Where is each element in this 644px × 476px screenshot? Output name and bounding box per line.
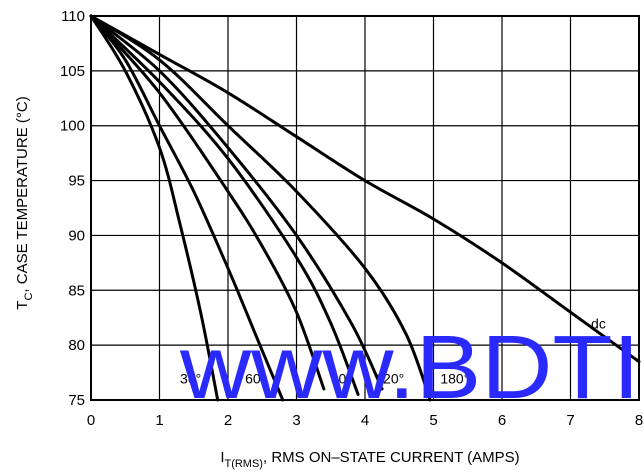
x-tick-label-5: 5 [429, 412, 437, 429]
curve-label-0: 30° [180, 371, 201, 387]
curve-label-5: dc [591, 316, 606, 332]
y-axis-label-prefix: T [14, 301, 31, 310]
series-line-5 [89, 14, 432, 402]
series-line-3 [89, 14, 360, 396]
x-axis-label-subscript: T(RMS) [224, 458, 263, 470]
series-line-0 [89, 14, 220, 402]
x-axis-label: IT(RMS), RMS ON–STATE CURRENT (AMPS) [220, 449, 519, 470]
y-axis-label: TC, CASE TEMPERATURE (°C) [14, 96, 35, 309]
series-line-1 [89, 14, 285, 402]
curve-labels: 30° 60° 90° 120° 180° dc [180, 316, 606, 387]
series-line-4 [89, 14, 384, 391]
y-tick-label-3: 90 [68, 227, 85, 244]
curve-label-4: 180° [440, 371, 469, 387]
series-line-6 [89, 14, 641, 364]
y-tick-label-2: 85 [68, 282, 85, 299]
x-tick-label-8: 8 [635, 412, 643, 429]
curve-label-1: 60° [245, 371, 266, 387]
x-tick-label-7: 7 [566, 412, 574, 429]
y-tick-label-6: 105 [60, 63, 85, 80]
x-axis-label-rest: , RMS ON–STATE CURRENT (AMPS) [263, 449, 520, 466]
curve-label-2: 90° [331, 371, 352, 387]
x-tick-label-0: 0 [87, 412, 95, 429]
y-tick-label-5: 100 [60, 118, 85, 135]
series-lines [89, 14, 641, 402]
y-tick-label-1: 80 [68, 337, 85, 354]
x-tick-label-3: 3 [292, 412, 300, 429]
x-tick-labels: 0 1 2 3 4 5 6 7 8 [87, 412, 643, 429]
x-axis-label-prefix: I [220, 449, 224, 466]
series-line-2 [89, 14, 326, 391]
y-tick-label-0: 75 [68, 392, 85, 409]
x-tick-label-2: 2 [224, 412, 232, 429]
x-tick-label-6: 6 [498, 412, 506, 429]
curve-label-3: 120° [375, 371, 404, 387]
y-tick-label-7: 110 [61, 8, 85, 25]
y-axis-label-rest: , CASE TEMPERATURE (°C) [14, 96, 31, 292]
y-axis-label-subscript: C [23, 293, 35, 301]
plot-frame [90, 15, 640, 401]
watermark: www.BDTI [179, 318, 640, 418]
x-tick-label-4: 4 [361, 412, 369, 429]
y-tick-labels: 75 80 85 90 95 100 105 110 [60, 8, 85, 409]
x-tick-label-1: 1 [155, 412, 163, 429]
y-tick-label-4: 95 [68, 173, 85, 190]
